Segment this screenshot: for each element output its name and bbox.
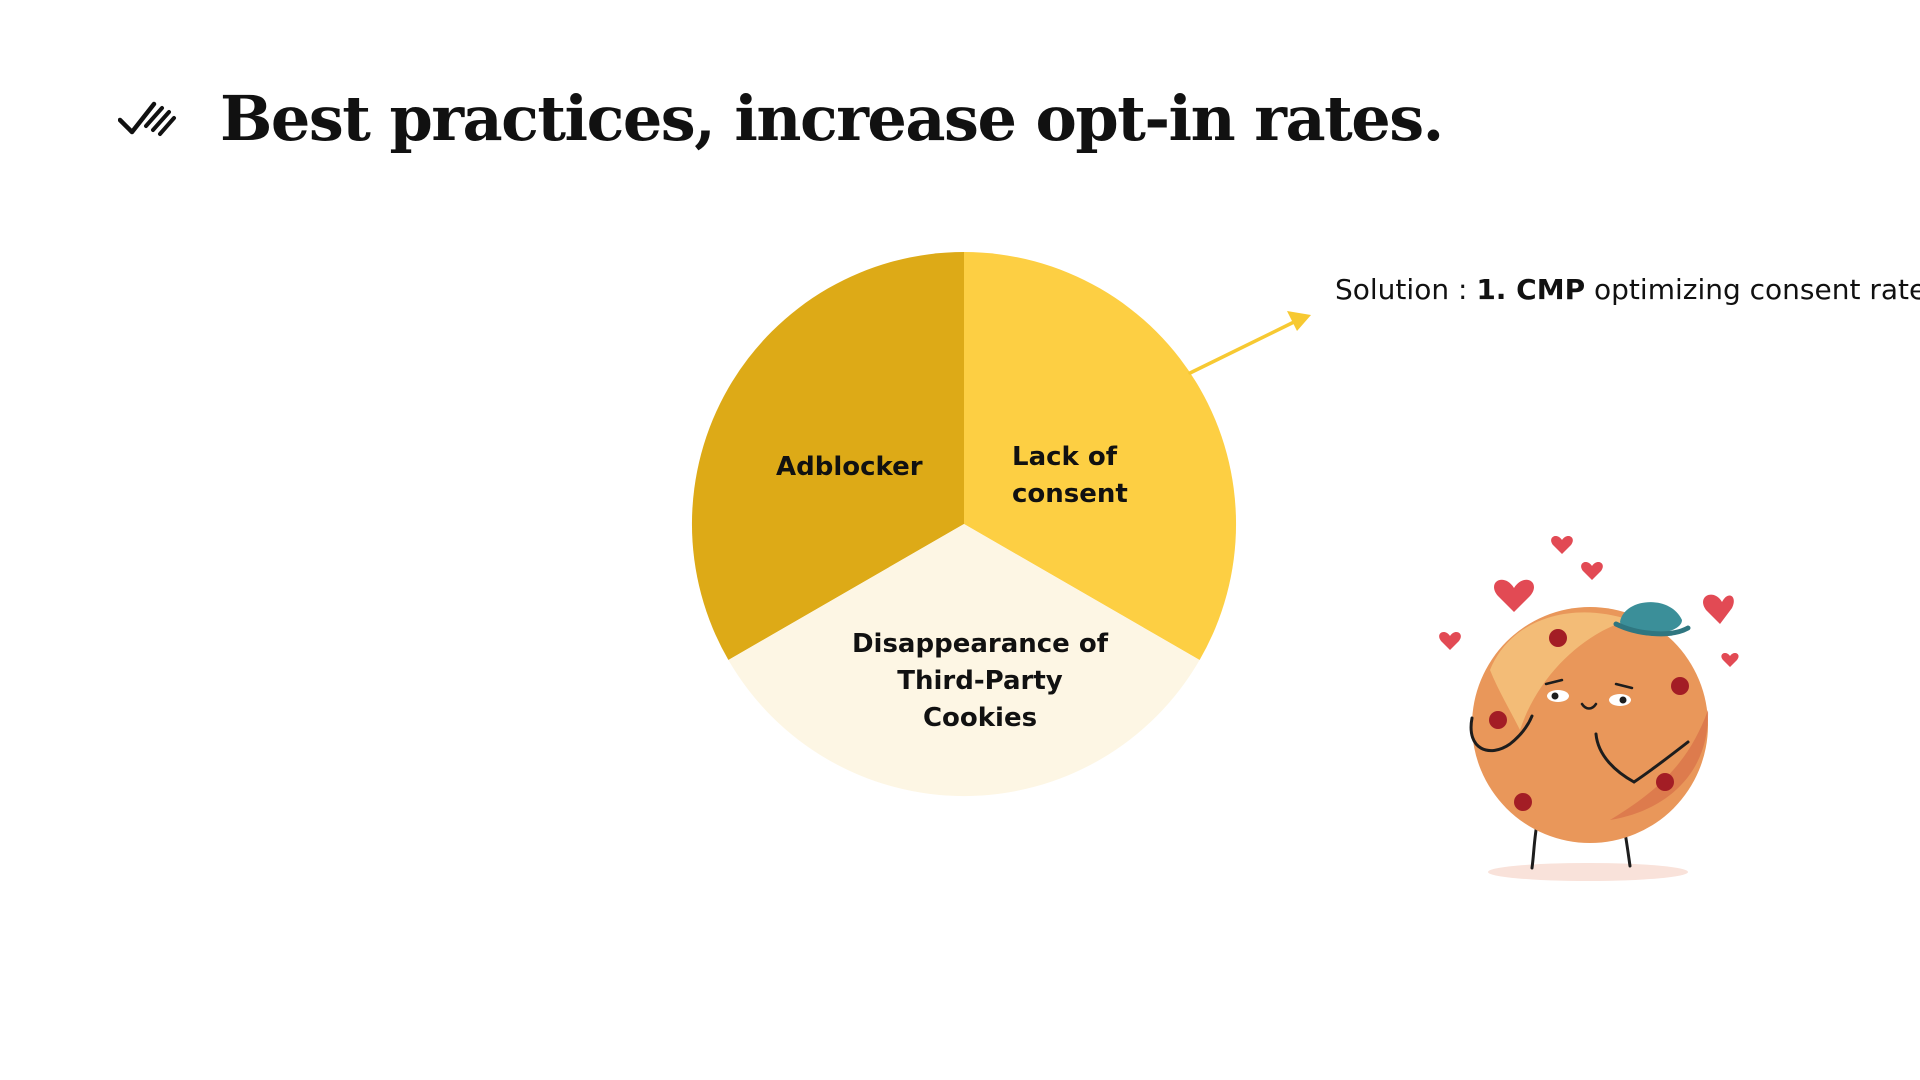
pie-label-lack-of-consent: Lack of consent	[1012, 442, 1128, 509]
cookie-mascot-illustration	[1439, 535, 1739, 881]
solution-prefix: Solution :	[1335, 273, 1477, 306]
solution-highlight: 1. CMP	[1476, 273, 1586, 306]
solution-suffix: optimizing consent rates	[1585, 273, 1920, 306]
page-title: Best practices, increase opt-in rates.	[220, 82, 1444, 155]
pie-label-third-party-cookies: Disappearance of Third-Party Cookies	[851, 629, 1109, 733]
solution-text: Solution : 1. CMP optimizing consent rat…	[1335, 270, 1920, 310]
pie-slice-lack-of-consent	[964, 252, 1237, 660]
double-check-icon	[118, 101, 176, 136]
solution-arrow	[1188, 311, 1311, 375]
pie-label-adblocker: Adblocker	[776, 452, 923, 482]
pie-slice-adblocker	[691, 252, 964, 660]
hearts-icon	[1439, 535, 1739, 667]
pie-slice-third-party-cookies	[728, 524, 1200, 797]
